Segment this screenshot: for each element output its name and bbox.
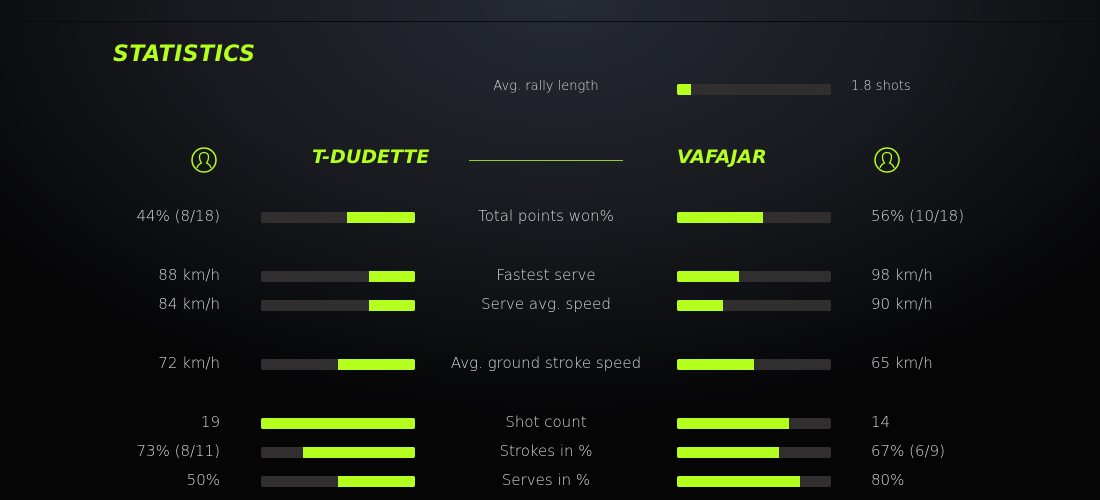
user-circle-icon	[191, 147, 217, 173]
stat-left-value: 19	[200, 413, 220, 431]
stat-label: Shot count	[505, 413, 587, 431]
stat-left-bar-fill	[338, 476, 415, 487]
stat-left-bar	[261, 212, 415, 223]
stat-right-bar-fill	[677, 418, 790, 429]
stat-left-bar-fill	[368, 300, 415, 311]
stat-left-value: 73% (8/11)	[136, 442, 221, 460]
stat-right-value: 98 km/h	[871, 266, 933, 284]
stat-label: Avg. ground stroke speed	[450, 354, 642, 372]
rally-label: Avg. rally length	[493, 79, 599, 94]
stat-right-bar-fill	[677, 300, 724, 311]
stat-label: Serve avg. speed	[481, 295, 611, 313]
stat-left-bar	[261, 271, 415, 282]
stat-right-value: 65 km/h	[871, 354, 933, 372]
stat-right-value: 80%	[871, 471, 905, 489]
stat-left-value: 84 km/h	[158, 295, 220, 313]
stat-left-value: 88 km/h	[158, 266, 220, 284]
stat-label: Strokes in %	[499, 442, 593, 460]
stat-right-bar	[677, 447, 831, 458]
stat-left-value: 44% (8/18)	[136, 207, 221, 225]
stat-left-bar	[261, 418, 415, 429]
stat-right-bar	[677, 212, 831, 223]
stat-right-bar-fill	[677, 271, 739, 282]
player-left-name: T-DUDETTE	[312, 146, 430, 168]
stat-right-value: 67% (6/9)	[871, 442, 945, 460]
stat-left-bar	[261, 447, 415, 458]
stat-left-bar	[261, 476, 415, 487]
stat-right-bar	[677, 418, 831, 429]
stat-right-bar	[677, 476, 831, 487]
stat-right-bar-fill	[677, 359, 754, 370]
stat-right-value: 90 km/h	[871, 295, 933, 313]
rally-value: 1.8 shots	[851, 79, 911, 94]
stat-left-bar	[261, 300, 415, 311]
rally-bar-fill	[677, 84, 691, 95]
stat-left-value: 72 km/h	[158, 354, 220, 372]
stat-left-value: 50%	[186, 471, 220, 489]
stat-right-bar-fill	[677, 476, 801, 487]
page-title: STATISTICS	[113, 42, 256, 67]
stat-left-bar-fill	[368, 271, 415, 282]
top-divider	[0, 21, 1100, 22]
stat-right-bar-fill	[677, 212, 764, 223]
stat-right-bar	[677, 300, 831, 311]
stat-left-bar	[261, 359, 415, 370]
stat-right-value: 56% (10/18)	[871, 207, 965, 225]
stat-left-bar-fill	[347, 212, 415, 223]
stat-right-bar	[677, 271, 831, 282]
user-circle-icon	[874, 147, 900, 173]
stat-left-bar-fill	[302, 447, 415, 458]
stat-left-bar-fill	[338, 359, 415, 370]
stat-label: Serves in %	[501, 471, 591, 489]
rally-bar	[677, 84, 831, 95]
stat-right-bar	[677, 359, 831, 370]
stat-right-value: 14	[871, 413, 891, 431]
player-right-name: VAFAJAR	[677, 146, 767, 168]
stat-right-bar-fill	[677, 447, 779, 458]
stat-label: Total points won%	[478, 207, 614, 225]
stat-left-bar-fill	[261, 418, 415, 429]
stat-label: Fastest serve	[496, 266, 596, 284]
header-divider	[469, 160, 623, 161]
